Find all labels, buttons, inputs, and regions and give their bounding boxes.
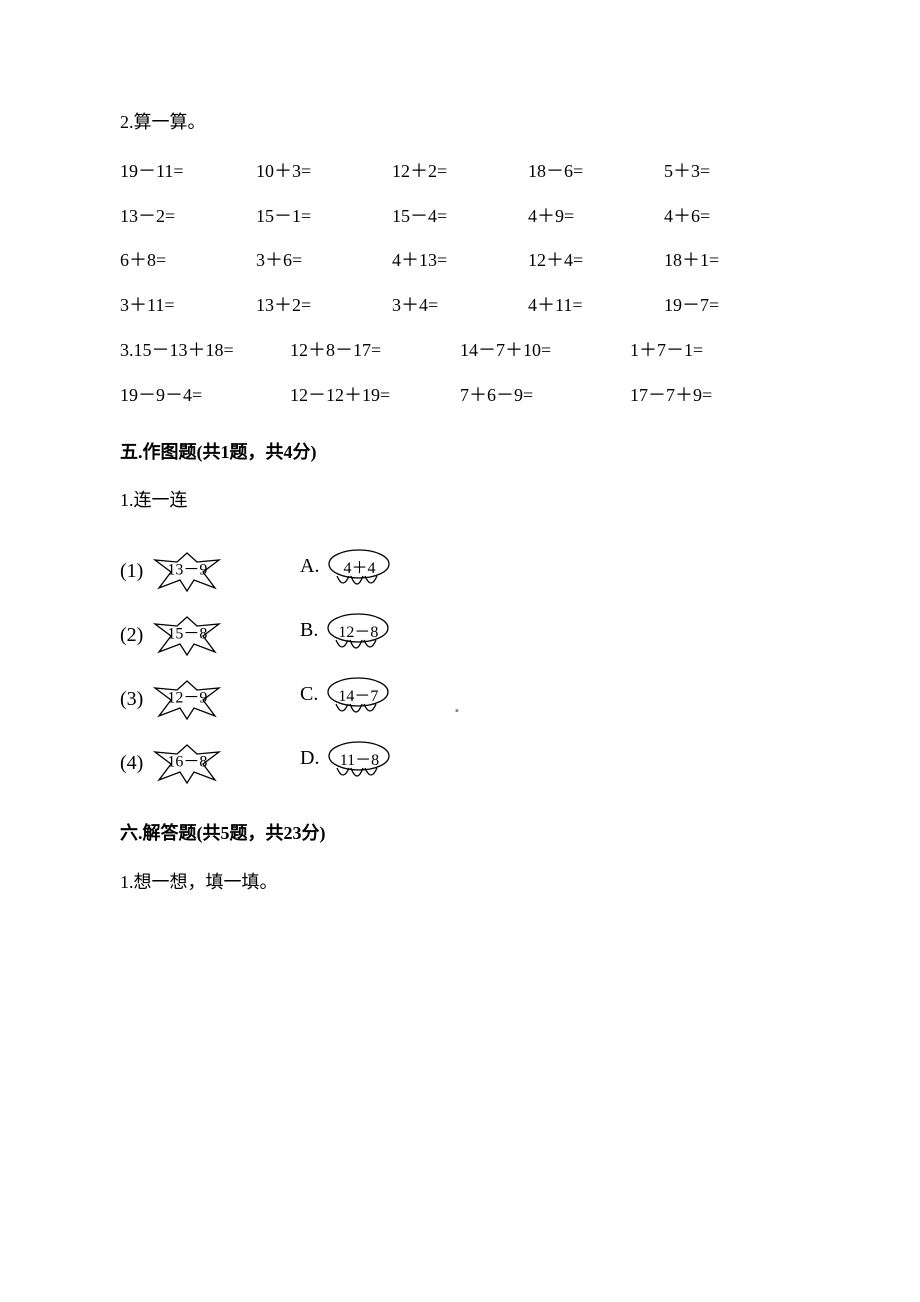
- equation: 1＋7－1=: [630, 336, 800, 365]
- ufo-icon: 11－8: [321, 738, 397, 788]
- star-expression: 15－8: [167, 622, 207, 648]
- equation: 13＋2=: [256, 291, 392, 320]
- match-row-3: (3) 12－9 C. 14－7: [120, 671, 800, 727]
- ufo-expression: 4＋4: [343, 556, 375, 582]
- q2-label: 2.算一算。: [120, 108, 800, 137]
- section-6-q1-label: 1.想一想，填一填。: [120, 868, 800, 897]
- q2-row-1: 19－11= 10＋3= 12＋2= 18－6= 5＋3=: [120, 157, 800, 186]
- equation: 3.15－13＋18=: [120, 336, 290, 365]
- equation: 4＋6=: [664, 202, 800, 231]
- equation: 7＋6－9=: [460, 381, 630, 410]
- equation: 6＋8=: [120, 246, 256, 275]
- ufo-icon: 12－8: [320, 610, 396, 660]
- right-option-label: A.: [300, 546, 319, 582]
- star-expression: 16－8: [167, 750, 207, 776]
- equation: 3＋4=: [392, 291, 528, 320]
- equation: 19－11=: [120, 157, 256, 186]
- match-row-4: (4) 16－8 D. 11－8: [120, 735, 800, 791]
- equation: 15－4=: [392, 202, 528, 231]
- equation: 12－12＋19=: [290, 381, 460, 410]
- equation: 4＋9=: [528, 202, 664, 231]
- equation: 3＋11=: [120, 291, 256, 320]
- equation: 13－2=: [120, 202, 256, 231]
- ufo-icon: 4＋4: [321, 546, 397, 596]
- right-option-label: C.: [300, 674, 318, 710]
- small-marker-icon: ▪: [455, 703, 459, 721]
- star-icon: 13－9: [149, 550, 225, 592]
- section-5-header: 五.作图题(共1题，共4分): [120, 438, 800, 467]
- q3-label: 3.: [120, 340, 134, 360]
- q2-row-2: 13－2= 15－1= 15－4= 4＋9= 4＋6=: [120, 202, 800, 231]
- equation: 3＋6=: [256, 246, 392, 275]
- matching-figure: (1) 13－9 A. 4＋4 (2): [120, 543, 800, 791]
- equation: 12＋2=: [392, 157, 528, 186]
- equation: 15－1=: [256, 202, 392, 231]
- equation: 4＋13=: [392, 246, 528, 275]
- match-row-2: (2) 15－8 B. 12－8: [120, 607, 800, 663]
- q2-row-4: 3＋11= 13＋2= 3＋4= 4＋11= 19－7=: [120, 291, 800, 320]
- left-index: (4): [120, 747, 143, 779]
- equation: 4＋11=: [528, 291, 664, 320]
- ufo-icon: 14－7: [320, 674, 396, 724]
- equation: 12＋4=: [528, 246, 664, 275]
- equation: 12＋8－17=: [290, 336, 460, 365]
- ufo-expression: 12－8: [338, 620, 378, 646]
- equation: 10＋3=: [256, 157, 392, 186]
- right-option-label: B.: [300, 610, 318, 646]
- section-6-header: 六.解答题(共5题，共23分): [120, 819, 800, 848]
- star-expression: 12－9: [167, 686, 207, 712]
- star-icon: 15－8: [149, 614, 225, 656]
- ufo-expression: 14－7: [338, 684, 378, 710]
- equation: 5＋3=: [664, 157, 800, 186]
- q3-row-1: 3.15－13＋18= 12＋8－17= 14－7＋10= 1＋7－1=: [120, 336, 800, 365]
- equation: 19－9－4=: [120, 381, 290, 410]
- equation: 18＋1=: [664, 246, 800, 275]
- match-row-1: (1) 13－9 A. 4＋4: [120, 543, 800, 599]
- equation: 17－7＋9=: [630, 381, 800, 410]
- ufo-expression: 11－8: [340, 748, 379, 774]
- q3-row-2: 19－9－4= 12－12＋19= 7＋6－9= 17－7＋9=: [120, 381, 800, 410]
- left-index: (3): [120, 683, 143, 715]
- left-index: (1): [120, 555, 143, 587]
- equation: 18－6=: [528, 157, 664, 186]
- right-option-label: D.: [300, 738, 319, 774]
- equation: 14－7＋10=: [460, 336, 630, 365]
- left-index: (2): [120, 619, 143, 651]
- star-icon: 16－8: [149, 742, 225, 784]
- section-5-q1-label: 1.连一连: [120, 486, 800, 515]
- star-icon: 12－9: [149, 678, 225, 720]
- star-expression: 13－9: [167, 558, 207, 584]
- q2-row-3: 6＋8= 3＋6= 4＋13= 12＋4= 18＋1=: [120, 246, 800, 275]
- equation: 19－7=: [664, 291, 800, 320]
